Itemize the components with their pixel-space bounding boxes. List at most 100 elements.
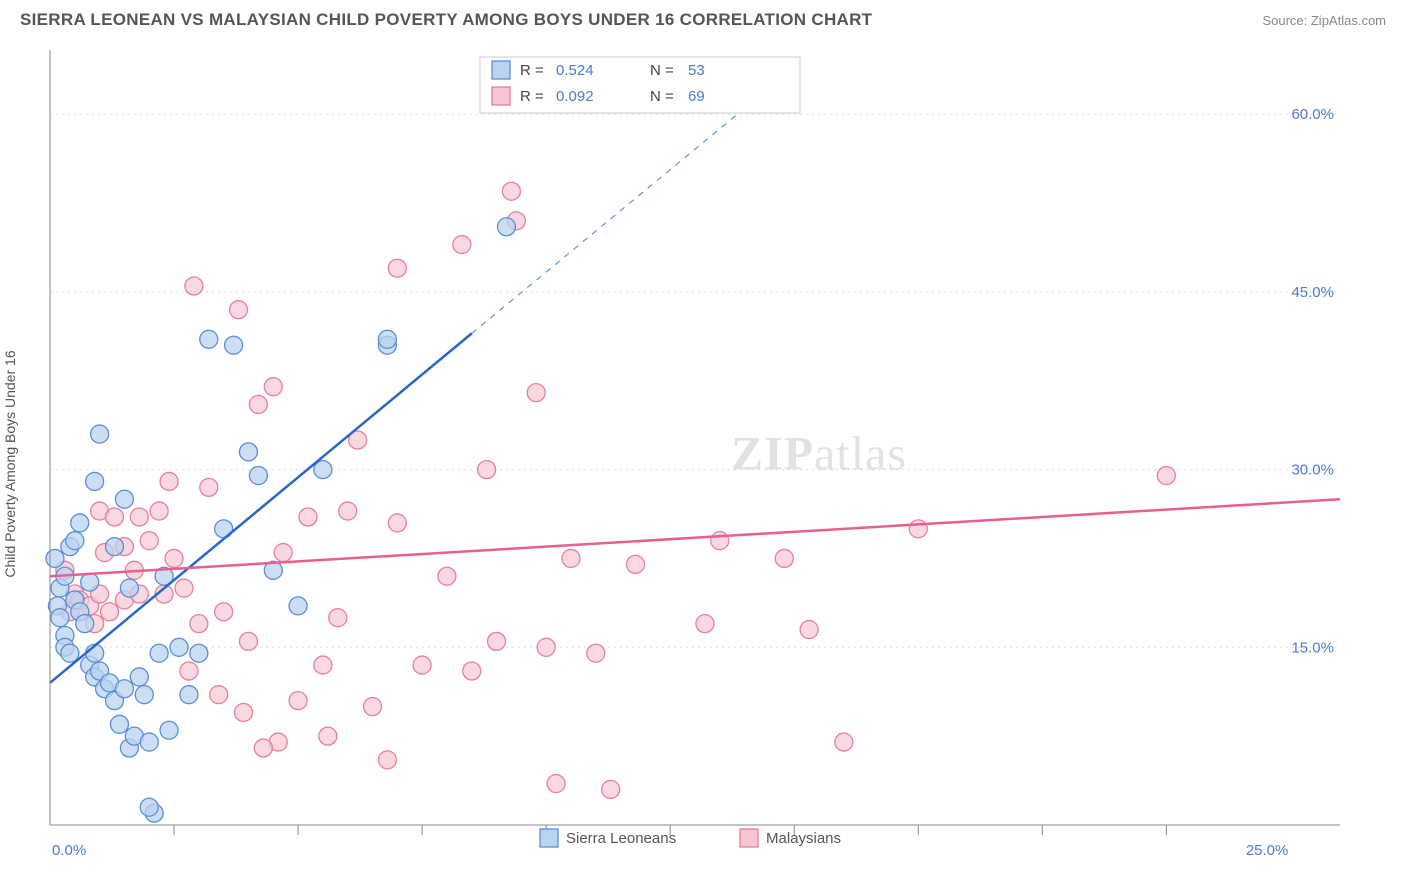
data-point — [115, 680, 133, 698]
legend-r-value: 0.092 — [556, 88, 594, 105]
data-point — [289, 597, 307, 615]
data-point — [835, 733, 853, 751]
data-point — [106, 538, 124, 556]
data-point — [66, 532, 84, 550]
data-point — [453, 236, 471, 254]
legend-swatch — [740, 829, 758, 847]
data-point — [329, 609, 347, 627]
data-point — [51, 609, 69, 627]
data-point — [190, 615, 208, 633]
legend-swatch — [540, 829, 558, 847]
legend-n-label: N = — [650, 62, 674, 79]
data-point — [388, 259, 406, 277]
data-point — [101, 603, 119, 621]
data-point — [527, 384, 545, 402]
data-point — [130, 668, 148, 686]
y-tick-label: 60.0% — [1291, 106, 1334, 123]
data-point — [909, 520, 927, 538]
data-point — [1157, 467, 1175, 485]
data-point — [120, 579, 138, 597]
data-point — [478, 461, 496, 479]
data-point — [587, 644, 605, 662]
x-tick-label: 25.0% — [1246, 842, 1289, 859]
data-point — [413, 656, 431, 674]
watermark: ZIPatlas — [731, 428, 907, 481]
legend-swatch — [492, 61, 510, 79]
data-point — [249, 467, 267, 485]
data-point — [696, 615, 714, 633]
regression-line — [50, 499, 1340, 576]
data-point — [140, 733, 158, 751]
data-point — [626, 555, 644, 573]
data-point — [254, 739, 272, 757]
data-point — [537, 638, 555, 656]
data-point — [160, 472, 178, 490]
legend-r-value: 0.524 — [556, 62, 594, 79]
legend-series-label: Sierra Leoneans — [566, 830, 676, 847]
data-point — [215, 603, 233, 621]
data-point — [225, 336, 243, 354]
data-point — [562, 549, 580, 567]
legend-swatch — [492, 87, 510, 105]
data-point — [150, 502, 168, 520]
chart-container: Child Poverty Among Boys Under 16 15.0%3… — [20, 45, 1396, 882]
data-point — [388, 514, 406, 532]
data-point — [200, 330, 218, 348]
data-point — [274, 544, 292, 562]
data-point — [165, 549, 183, 567]
data-point — [200, 478, 218, 496]
x-tick-label: 0.0% — [52, 842, 86, 859]
data-point — [364, 698, 382, 716]
data-point — [547, 775, 565, 793]
data-point — [130, 508, 148, 526]
data-point — [378, 330, 396, 348]
legend-n-label: N = — [650, 88, 674, 105]
data-point — [135, 686, 153, 704]
data-point — [800, 621, 818, 639]
legend-n-value: 53 — [688, 62, 705, 79]
data-point — [488, 632, 506, 650]
data-point — [175, 579, 193, 597]
y-tick-label: 30.0% — [1291, 462, 1334, 479]
y-axis-label: Child Poverty Among Boys Under 16 — [2, 350, 18, 577]
data-point — [463, 662, 481, 680]
data-point — [775, 549, 793, 567]
data-point — [497, 218, 515, 236]
data-point — [61, 644, 79, 662]
data-point — [239, 632, 257, 650]
data-point — [289, 692, 307, 710]
data-point — [264, 378, 282, 396]
legend-r-label: R = — [520, 88, 544, 105]
data-point — [86, 472, 104, 490]
data-point — [185, 277, 203, 295]
data-point — [71, 514, 89, 532]
data-point — [170, 638, 188, 656]
data-point — [110, 715, 128, 733]
data-point — [115, 490, 133, 508]
data-point — [106, 508, 124, 526]
legend-series-label: Malaysians — [766, 830, 841, 847]
data-point — [180, 686, 198, 704]
scatter-chart: 15.0%30.0%45.0%60.0%ZIPatlas0.0%25.0%R =… — [20, 45, 1360, 865]
data-point — [602, 780, 620, 798]
data-point — [210, 686, 228, 704]
data-point — [378, 751, 396, 769]
data-point — [230, 301, 248, 319]
data-point — [76, 615, 94, 633]
legend-r-label: R = — [520, 62, 544, 79]
data-point — [299, 508, 317, 526]
data-point — [502, 182, 520, 200]
data-point — [160, 721, 178, 739]
data-point — [180, 662, 198, 680]
data-point — [319, 727, 337, 745]
data-point — [140, 798, 158, 816]
data-point — [239, 443, 257, 461]
data-point — [249, 395, 267, 413]
data-point — [235, 703, 253, 721]
data-point — [190, 644, 208, 662]
source-label: Source: ZipAtlas.com — [1262, 13, 1386, 28]
chart-title: SIERRA LEONEAN VS MALAYSIAN CHILD POVERT… — [20, 10, 872, 30]
legend-n-value: 69 — [688, 88, 705, 105]
data-point — [140, 532, 158, 550]
data-point — [438, 567, 456, 585]
